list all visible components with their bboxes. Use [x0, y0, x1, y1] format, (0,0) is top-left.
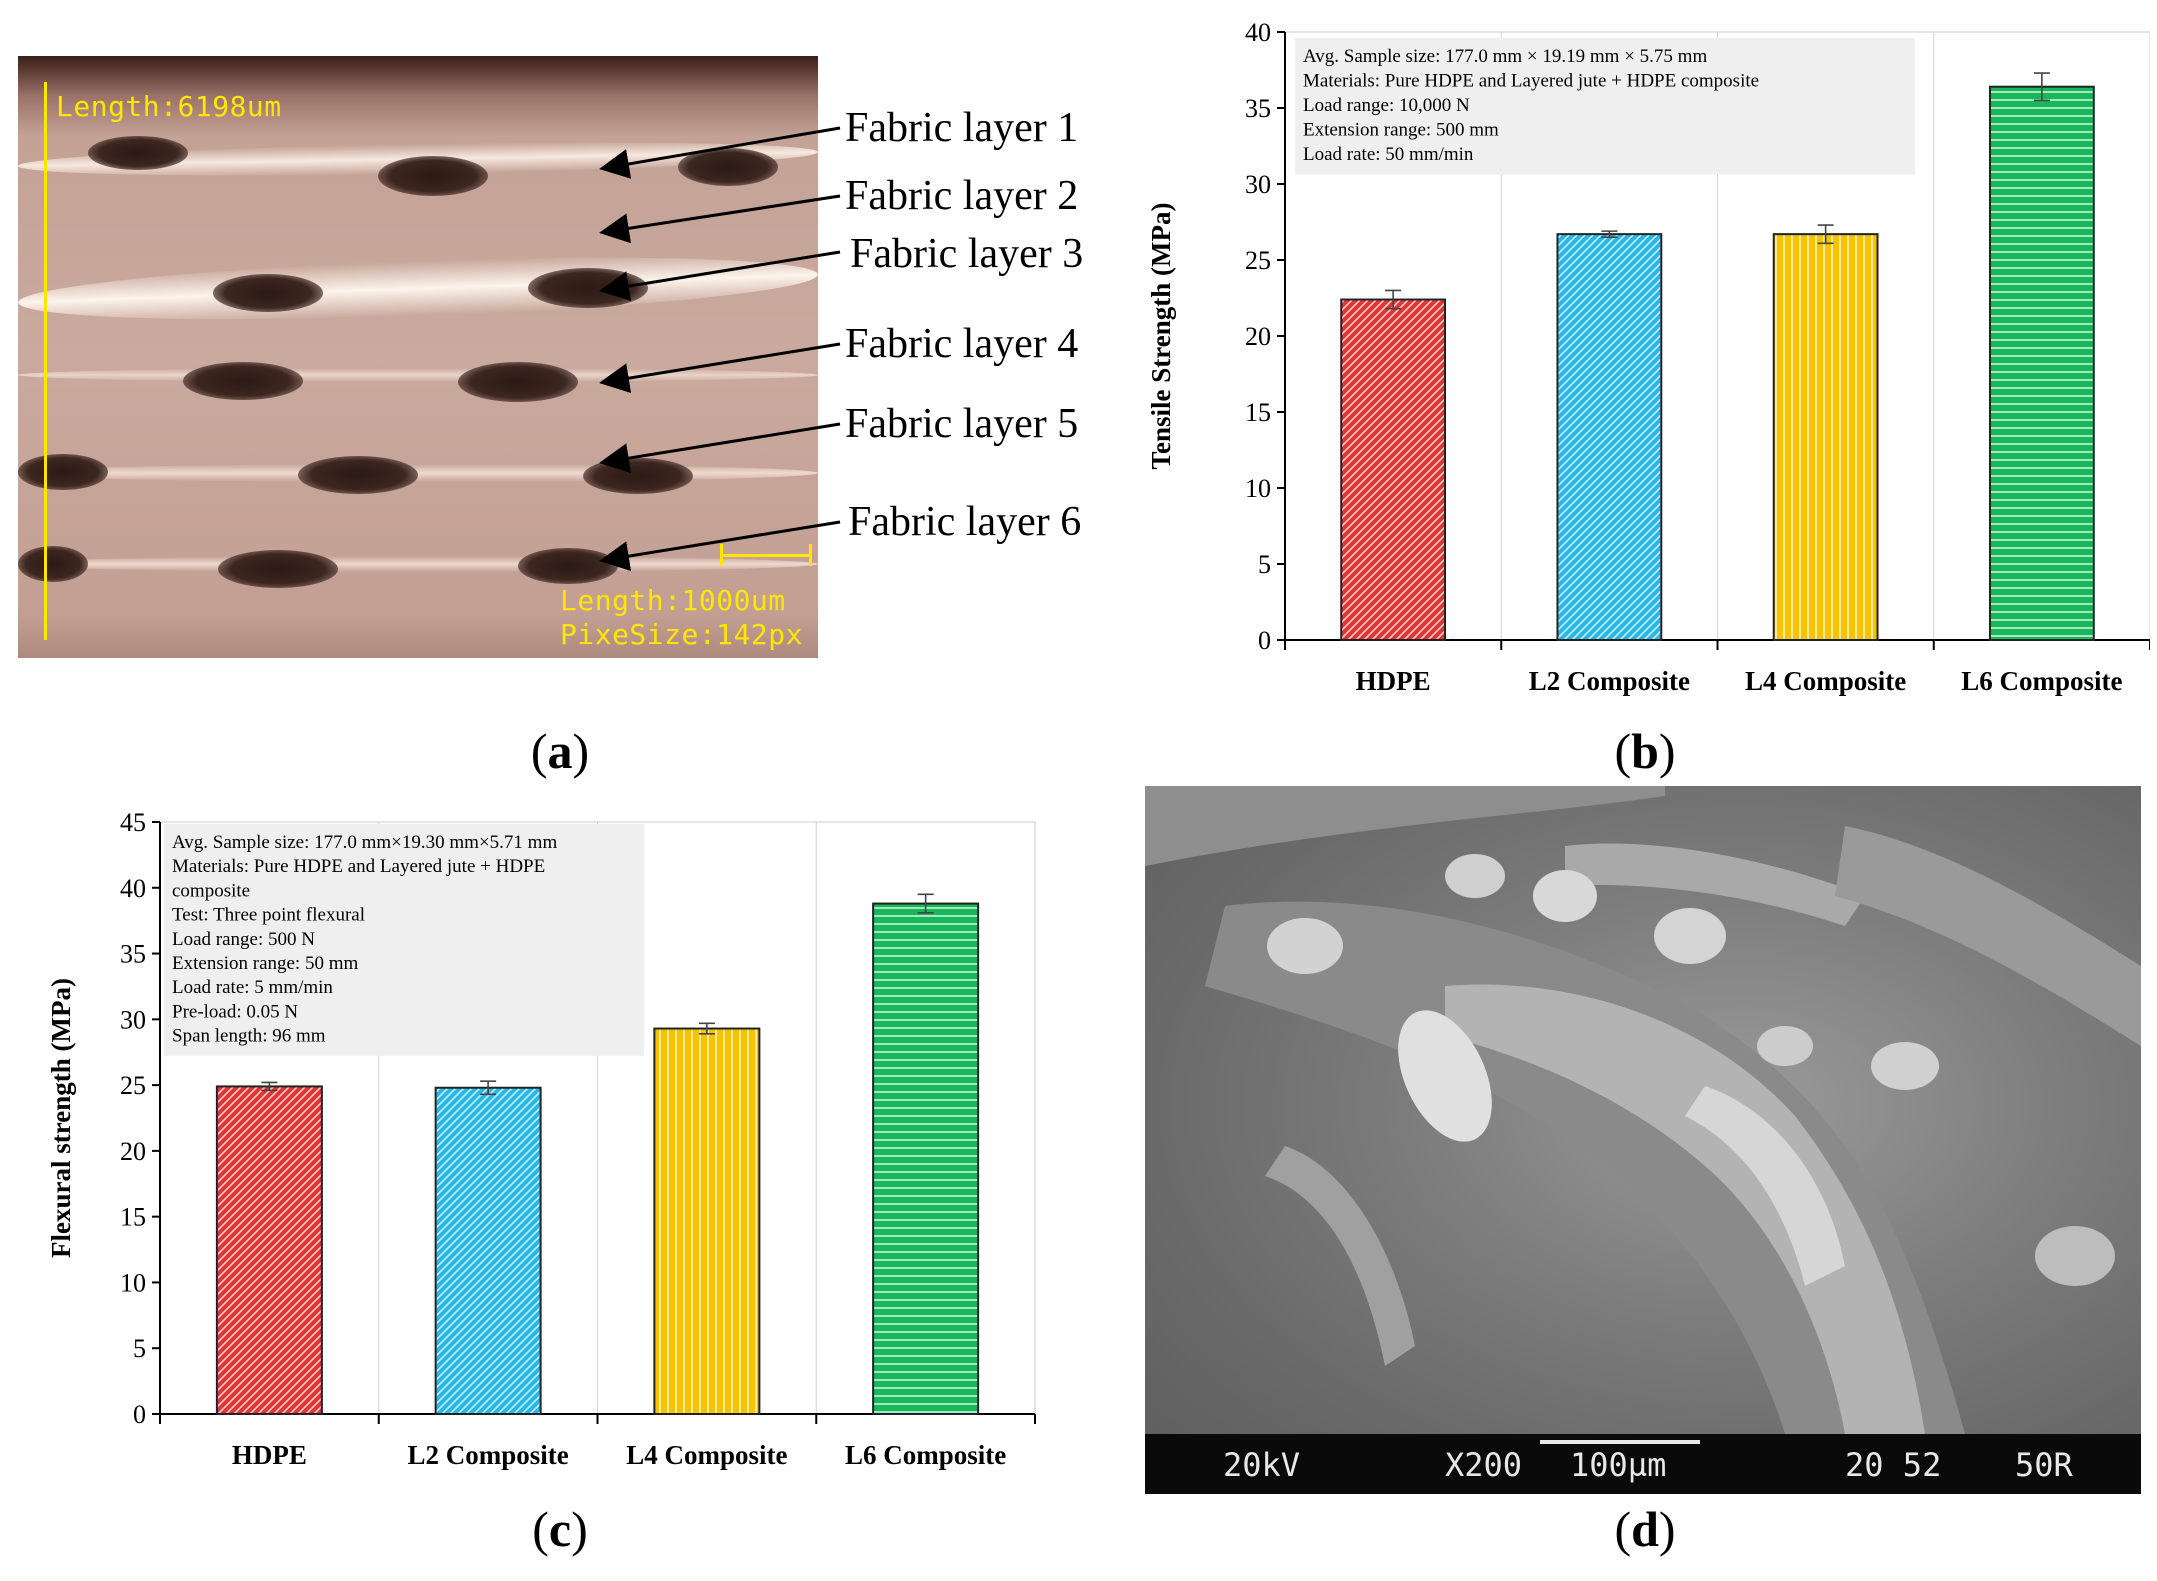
scale-bar-tick: [809, 544, 812, 566]
sem-voltage: 20kV: [1223, 1446, 1301, 1484]
caption-c: (c): [532, 1501, 588, 1557]
arrow-layer-1: [599, 126, 841, 179]
caption-b: (b): [1614, 723, 1676, 779]
y-tick-label: 45: [120, 808, 146, 837]
y-tick-label: 30: [1245, 170, 1271, 199]
arrow-layer-6: [599, 520, 841, 571]
yarn-bundle: [298, 456, 418, 494]
yarn-bundle: [18, 546, 88, 582]
y-tick-label: 40: [1245, 18, 1271, 47]
length-measure-line: [44, 82, 47, 640]
caption-d: (d): [1614, 1501, 1676, 1557]
arrow-layer-2: [599, 194, 841, 244]
annotation-line: Avg. Sample size: 177.0 mm × 19.19 mm × …: [1303, 46, 1707, 67]
y-axis-label: Flexural strength (MPa): [46, 978, 76, 1258]
fabric-layer-label: Fabric layer 6: [848, 499, 1082, 545]
y-tick-label: 30: [120, 1005, 146, 1034]
annotation-line: Extension range: 50 mm: [172, 953, 358, 974]
sem-scale-label: 100µm: [1570, 1446, 1667, 1484]
y-tick-label: 25: [1245, 246, 1271, 275]
annotation-box: [164, 824, 644, 1056]
sem-info-bar: 20kV X200 100µm 20 52 50R: [1145, 1434, 2141, 1494]
bar-hdpe: [215, 1085, 323, 1415]
x-tick-label: L4 Composite: [626, 1440, 787, 1470]
fabric-layer-label: Fabric layer 5: [845, 401, 1079, 447]
x-tick-label: L4 Composite: [1745, 666, 1906, 696]
bar-l6-composite: [872, 902, 980, 1415]
bar-l2-composite: [1556, 233, 1663, 641]
bar-l4-composite: [653, 1027, 761, 1415]
x-tick-label: L2 Composite: [1529, 666, 1690, 696]
y-tick-label: 10: [1245, 474, 1271, 503]
micrograph-image: Length:6198um Length:1000um PixeSize:142…: [18, 56, 818, 658]
x-tick-label: L6 Composite: [845, 1440, 1006, 1470]
sem-image: 20kV X200 100µm 20 52 50R: [1145, 786, 2141, 1494]
annotation-line: Load rate: 50 mm/min: [1303, 144, 1474, 165]
arrow-layer-4: [599, 342, 841, 393]
annotation-line: Extension range: 500 mm: [1303, 120, 1499, 141]
y-tick-label: 20: [120, 1137, 146, 1166]
length-readout: Length:6198um: [56, 90, 282, 123]
fabric-layer-label: Fabric layer 2: [845, 173, 1079, 219]
bar-l2-composite: [434, 1086, 542, 1415]
sem-magnification: X200: [1445, 1446, 1523, 1484]
y-tick-label: 5: [1258, 550, 1271, 579]
y-tick-label: 35: [120, 940, 146, 969]
scale-bar: [720, 554, 812, 557]
y-tick-label: 10: [120, 1268, 146, 1297]
arrow-layer-3: [599, 250, 841, 301]
x-tick-label: L2 Composite: [408, 1440, 569, 1470]
sem-code: 20 52: [1845, 1446, 1942, 1484]
x-tick-label: HDPE: [1356, 666, 1431, 696]
fabric-layer-label: Fabric layer 3: [850, 231, 1084, 277]
annotation-line: Span length: 96 mm: [172, 1026, 326, 1047]
y-tick-label: 25: [120, 1071, 146, 1100]
yarn-bundle: [213, 274, 323, 312]
pixel-size-text: PixeSize:142px: [560, 618, 804, 651]
bar-hdpe: [1340, 298, 1447, 641]
scale-bar-tick: [720, 544, 723, 566]
scale-length-text: Length:1000um: [560, 584, 786, 617]
flexural-strength-chart: 0 5 10 15 20 25 30 35 40 45 HDPE L2 Composite L4 Com…: [46, 808, 1036, 1470]
x-tick-label: L6 Composite: [1961, 666, 2122, 696]
y-tick-label: 5: [133, 1334, 146, 1363]
sem-id: 50R: [2015, 1446, 2073, 1484]
y-tick-label: 35: [1245, 94, 1271, 123]
annotation-line: composite: [172, 880, 250, 901]
bar-l6-composite: [1988, 85, 2095, 642]
y-axis-label: Tensile Strength (MPa): [1146, 203, 1176, 470]
annotation-line: Materials: Pure HDPE and Layered jute + …: [1303, 71, 1759, 92]
y-tick-label: 20: [1245, 322, 1271, 351]
annotation-line: Pre-load: 0.05 N: [172, 1001, 298, 1022]
yarn-bundle: [88, 136, 188, 170]
bar-l4-composite: [1772, 233, 1879, 641]
yarn-bundle: [18, 454, 108, 490]
sem-scale-bar: [1540, 1440, 1700, 1444]
annotation-line: Load range: 500 N: [172, 929, 315, 950]
y-tick-label: 15: [1245, 398, 1271, 427]
y-tick-label: 15: [120, 1203, 146, 1232]
yarn-bundle: [378, 156, 488, 196]
y-tick-label: 0: [1258, 626, 1271, 655]
y-tick-label: 40: [120, 874, 146, 903]
x-tick-label: HDPE: [232, 1440, 307, 1470]
annotation-line: Test: Three point flexural: [172, 905, 365, 926]
tensile-strength-chart: 0 5 10 15 20 25 30 35 40 HDPE L2 Composite L4 Compo…: [1146, 18, 2150, 696]
yarn-bundle: [678, 148, 778, 186]
sem-fracture-texture: [1145, 786, 2141, 1434]
caption-a: (a): [530, 723, 590, 779]
y-tick-label: 0: [133, 1400, 146, 1429]
fabric-layer-label: Fabric layer 1: [845, 105, 1079, 151]
yarn-bundle: [218, 550, 338, 588]
annotation-line: Materials: Pure HDPE and Layered jute + …: [172, 856, 545, 877]
yarn-bundle: [183, 362, 303, 400]
fabric-layer-arrows: [599, 126, 841, 571]
annotation-line: Avg. Sample size: 177.0 mm×19.30 mm×5.71…: [172, 832, 557, 853]
annotation-box: [1295, 38, 1915, 175]
fabric-layer-label: Fabric layer 4: [845, 321, 1079, 367]
annotation-line: Load range: 10,000 N: [1303, 95, 1470, 116]
annotation-line: Load rate: 5 mm/min: [172, 977, 333, 998]
arrow-layer-5: [599, 422, 841, 473]
yarn-bundle: [458, 362, 578, 402]
